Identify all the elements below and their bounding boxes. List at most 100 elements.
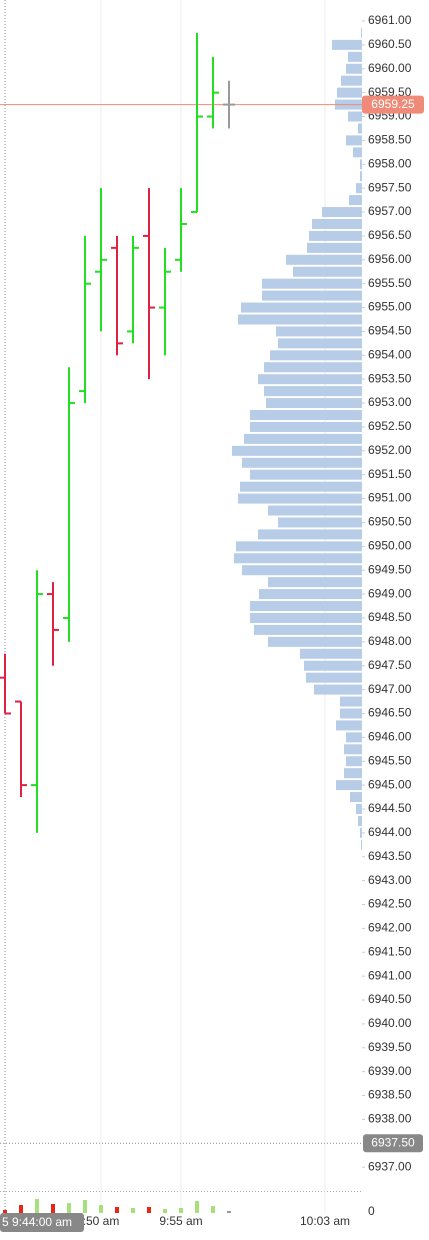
profile-bar [276,326,362,337]
profile-bar [266,398,362,409]
profile-bar [242,565,362,576]
profile-bar [350,792,362,803]
x-tick-label: :50 am [83,1214,120,1228]
volume-bar [35,1199,39,1213]
y-tick-label: 6953.00 [368,395,412,409]
profile-bar [300,648,362,659]
y-tick-label: 6943.00 [368,873,412,887]
y-tick-label: 6942.00 [368,921,412,935]
profile-bar [238,314,362,325]
profile-bar [262,290,362,301]
profile-bar [312,218,362,229]
y-tick-label: 6960.50 [368,37,412,51]
volume-bar [147,1207,151,1213]
volume-bar [99,1205,103,1213]
profile-bar [360,827,362,838]
profile-bar [353,147,362,158]
y-tick-label: 6950.50 [368,515,412,529]
last-price-label: 6959.25 [371,97,415,111]
y-tick-label: 6948.00 [368,634,412,648]
profile-bar [250,469,362,480]
profile-bar [250,421,362,432]
profile-bar [314,684,362,695]
y-tick-label: 6955.50 [368,276,412,290]
y-tick-label: 6956.50 [368,228,412,242]
profile-bar [278,517,362,528]
volume-bar [19,1205,23,1213]
volume-bar [83,1200,87,1213]
y-tick-label: 6949.00 [368,586,412,600]
y-tick-label: 6959.50 [368,85,412,99]
profile-bar [268,577,362,588]
profile-bar [358,815,362,826]
y-tick-label: 6947.00 [368,682,412,696]
y-tick-label: 6946.00 [368,730,412,744]
profile-bar [254,624,362,635]
y-tick-label: 6953.50 [368,371,412,385]
profile-bar [307,242,362,253]
y-tick-label: 6961.00 [368,13,412,27]
profile-bar [356,803,362,814]
y-tick-label: 6941.00 [368,968,412,982]
y-tick-label: 6937.00 [368,1159,412,1173]
profile-bar [349,195,362,206]
y-tick-label: 6938.00 [368,1112,412,1126]
y-tick-label: 6947.50 [368,658,412,672]
profile-bar [358,123,362,134]
y-tick-label: 6954.50 [368,324,412,338]
profile-bar [259,589,362,600]
profile-bar [340,708,362,719]
profile-bar [348,111,362,122]
volume-bar [115,1207,119,1213]
profile-bar [336,780,362,791]
y-tick-label: 6949.50 [368,562,412,576]
profile-bar [258,374,362,385]
crosshair-time-box [0,1213,84,1232]
profile-bar [262,278,362,289]
profile-bar [344,744,362,755]
profile-bar [250,612,362,623]
profile-bar [234,553,362,564]
volume-bar [179,1208,183,1213]
y-tick-label: 6939.50 [368,1040,412,1054]
y-tick-label: 6938.50 [368,1088,412,1102]
profile-bar [356,183,362,194]
y-tick-label: 6945.00 [368,777,412,791]
volume-bar [51,1204,55,1213]
profile-bar [346,732,362,743]
profile-bar [258,529,362,540]
y-tick-label: 6955.00 [368,300,412,314]
crosshair-time-label: 5 9:44:00 am [2,1215,72,1229]
profile-bar [332,39,362,50]
y-tick-label: 6940.00 [368,1016,412,1030]
y-tick-label: 6944.00 [368,825,412,839]
volume-bar [163,1209,167,1213]
volume-bar [211,1206,215,1213]
y-tick-label: 6958.00 [368,156,412,170]
y-tick-label: 6950.00 [368,539,412,553]
y-tick-label: 6952.00 [368,443,412,457]
profile-bar [238,493,362,504]
volume-bar [131,1208,135,1213]
y-tick-label: 6952.50 [368,419,412,433]
profile-bar [341,75,362,86]
profile-bar [286,254,362,265]
profile-bar [250,410,362,421]
y-tick-label: 6939.00 [368,1064,412,1078]
profile-bar [241,302,362,313]
profile-bar [240,481,362,492]
profile-bar [242,457,362,468]
y-tick-label: 6944.50 [368,801,412,815]
y-tick-label: 6960.00 [368,61,412,75]
profile-bar [268,636,362,647]
profile-bar [309,230,362,241]
volume-bar [227,1211,231,1213]
crosshair-price-box [363,1134,423,1153]
profile-bar [344,768,362,779]
x-tick-label: 9:55 am [159,1214,202,1228]
volume-bar [3,1210,7,1213]
y-tick-label: 6957.50 [368,180,412,194]
y-tick-label: 6951.50 [368,467,412,481]
profile-bar [336,720,362,731]
